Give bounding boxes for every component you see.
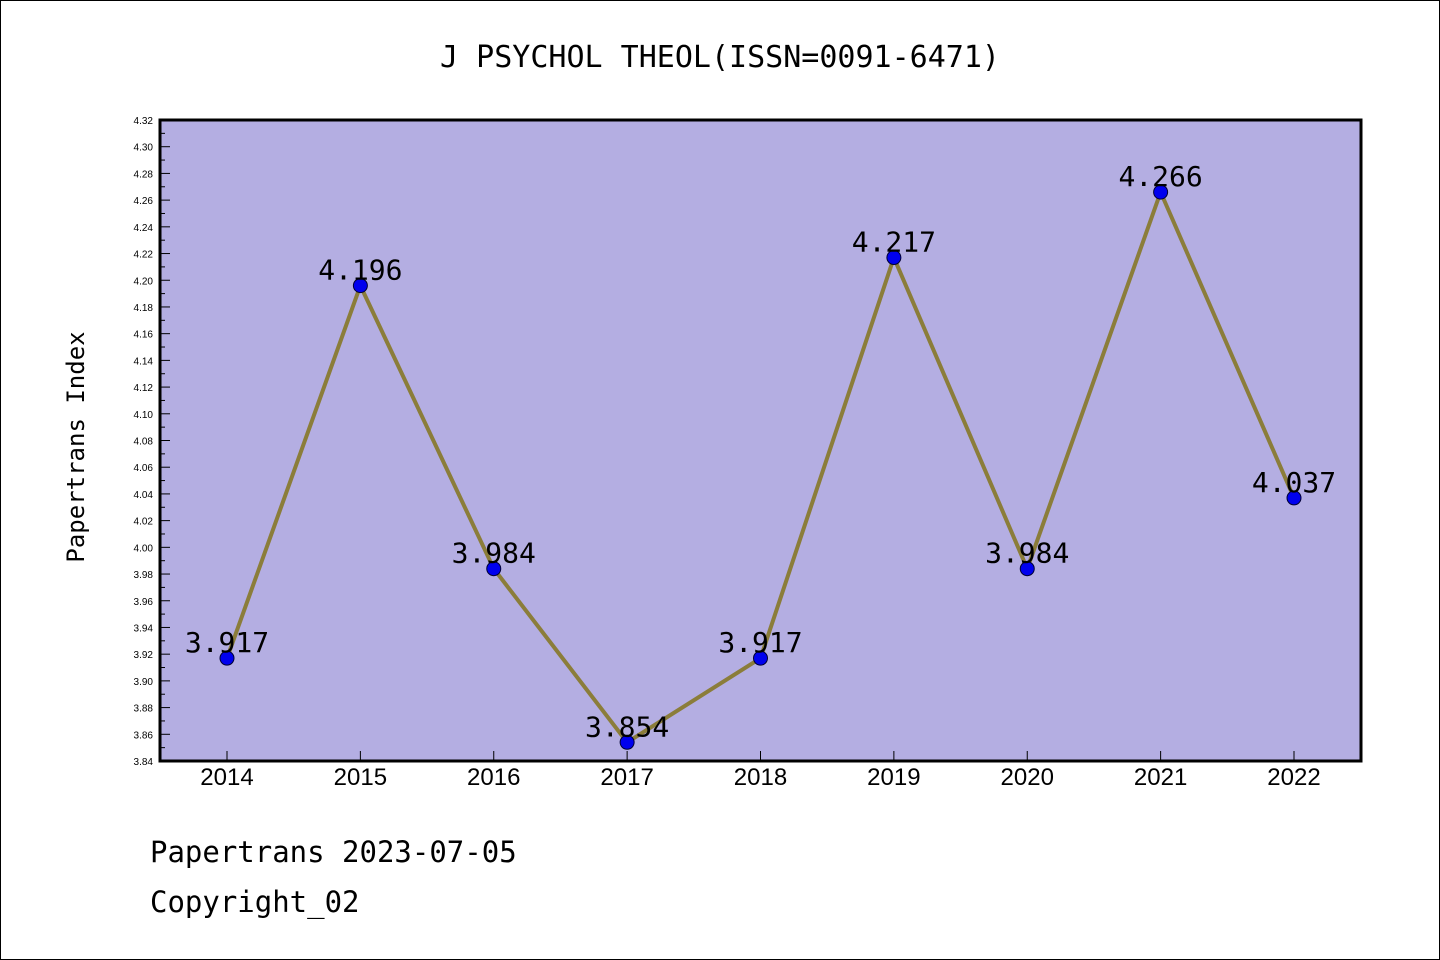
data-label: 3.854 [585, 710, 669, 743]
x-tick-label: 2017 [600, 764, 653, 791]
data-point-marker [486, 561, 502, 577]
footer-date: Papertrans 2023-07-05 [150, 835, 517, 869]
y-tick-label: 4.14 [134, 356, 154, 367]
y-tick-label: 4.10 [134, 410, 154, 421]
data-point-marker [352, 278, 368, 294]
x-tick-label: 2020 [1001, 764, 1054, 791]
y-tick-label: 3.84 [134, 757, 154, 768]
y-tick-label: 4.18 [134, 303, 154, 314]
y-tick-label: 4.24 [134, 223, 154, 234]
x-tick-label: 2014 [200, 764, 253, 791]
y-tick-label: 3.96 [134, 597, 154, 608]
data-point-marker [886, 250, 902, 266]
data-label: 4.266 [1118, 160, 1202, 193]
y-tick-label: 4.12 [134, 383, 154, 394]
data-label: 4.217 [852, 226, 936, 259]
x-tick-label: 2019 [867, 764, 920, 791]
data-labels-group: 3.917 4.196 3.984 3.854 3.917 4.217 3.984 4.266… [185, 160, 1336, 743]
y-tick-label: 3.92 [134, 650, 154, 661]
y-tick-label: 4.26 [134, 196, 154, 207]
y-tick-label: 4.28 [134, 169, 154, 180]
data-point-marker [219, 650, 235, 666]
y-tick-label: 4.20 [134, 276, 154, 287]
chart-title: J PSYCHOL THEOL(ISSN=0091-6471) [440, 40, 1000, 75]
markers-group [219, 184, 1302, 750]
x-tick-label: 2021 [1134, 764, 1187, 791]
x-tick-label: 2022 [1267, 764, 1320, 791]
y-tick-label: 4.04 [134, 490, 154, 501]
x-tick-label: 2016 [467, 764, 520, 791]
x-axis: 2014 2015 2016 2017 2018 2019 2020 2021 2022 [200, 751, 1321, 791]
y-tick-label: 3.98 [134, 570, 154, 581]
y-axis: 3.84 3.86 3.88 3.90 3.92 3.94 3.96 3.98 4.00 4.02… [134, 116, 170, 768]
footer-copyright: Copyright_02 [150, 885, 360, 919]
y-tick-label: 3.88 [134, 704, 154, 715]
data-point-marker [1286, 490, 1302, 506]
y-tick-label: 4.16 [134, 330, 154, 341]
y-tick-label: 3.90 [134, 677, 154, 688]
data-label: 3.984 [985, 537, 1069, 570]
data-point-marker [1019, 561, 1035, 577]
x-tick-label: 2018 [734, 764, 787, 791]
y-tick-label: 4.00 [134, 543, 154, 554]
y-axis-title: Papertrans Index [62, 331, 90, 562]
data-label: 3.917 [185, 626, 269, 659]
x-tick-label: 2015 [334, 764, 387, 791]
data-point-marker [1153, 184, 1169, 200]
y-tick-label: 4.06 [134, 463, 154, 474]
data-point-marker [753, 650, 768, 666]
y-tick-label: 4.30 [134, 143, 154, 154]
y-tick-label: 4.02 [134, 517, 154, 528]
y-tick-label: 4.08 [134, 437, 154, 448]
y-tick-label: 3.86 [134, 730, 154, 741]
data-label: 3.984 [452, 537, 536, 570]
y-tick-label: 3.94 [134, 623, 154, 634]
plot-border [158, 118, 1363, 763]
y-tick-label: 4.22 [134, 250, 154, 261]
data-label: 3.917 [718, 626, 802, 659]
data-label: 4.037 [1252, 466, 1336, 499]
data-point-marker [619, 734, 635, 750]
y-tick-label: 4.32 [134, 116, 154, 127]
data-label: 4.196 [318, 254, 402, 287]
